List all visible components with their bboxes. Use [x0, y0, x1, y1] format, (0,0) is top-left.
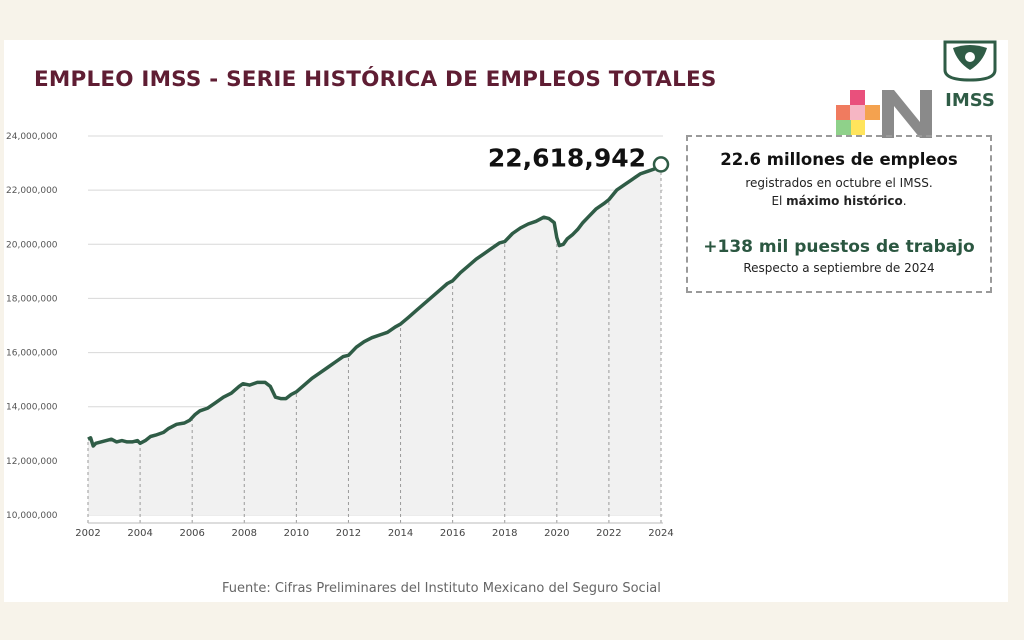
x-tick-label: 2022: [596, 528, 621, 539]
x-tick-label: 2014: [388, 528, 413, 539]
peak-marker: [652, 156, 670, 173]
x-tick-label: 2004: [127, 528, 152, 539]
x-axis-labels: 2002 2004 2006 2008 2010 2012 2014 2016 2018 2020…: [75, 528, 673, 539]
x-tick-label: 2020: [544, 528, 569, 539]
area-fill: [88, 164, 661, 515]
info-headline: 22.6 millones de empleos: [720, 150, 958, 169]
x-tick-label: 2012: [336, 528, 361, 539]
info-box: 22.6 millones de empleos registrados en …: [686, 135, 992, 293]
series-line: [87, 163, 663, 448]
y-tick-label: 24,000,000: [6, 132, 58, 142]
y-tick-label: 18,000,000: [6, 294, 58, 304]
info-line-record: El máximo histórico.: [771, 194, 907, 208]
record-emphasis: máximo histórico: [786, 194, 903, 208]
year-guide-lines: [87, 164, 663, 524]
y-tick-label: 14,000,000: [6, 403, 58, 413]
x-tick-label: 2018: [492, 528, 517, 539]
imss-logo: IMSS: [943, 40, 997, 111]
source-note: Fuente: Cifras Preliminares del Institut…: [222, 581, 661, 596]
peak-value-label: 22,618,942: [488, 143, 646, 172]
x-tick-label: 2016: [440, 528, 465, 539]
n-logo: [836, 90, 932, 138]
y-tick-label: 16,000,000: [6, 349, 58, 359]
x-tick-label: 2024: [648, 528, 673, 539]
y-tick-label: 12,000,000: [6, 457, 58, 467]
y-tick-label: 10,000,000: [6, 511, 58, 521]
page-title: EMPLEO IMSS - SERIE HISTÓRICA DE EMPLEOS…: [34, 67, 717, 92]
info-line: registrados en octubre el IMSS.: [745, 176, 933, 190]
slide: 10,000,000 12,000,000 14,000,000 16,000,000…: [4, 40, 1008, 602]
imss-logo-text: IMSS: [945, 90, 995, 111]
x-tick-label: 2006: [179, 528, 204, 539]
x-tick-label: 2002: [75, 528, 100, 539]
info-headline-monthly: +138 mil puestos de trabajo: [703, 237, 975, 257]
y-tick-label: 20,000,000: [6, 240, 58, 250]
y-tick-label: 22,000,000: [6, 186, 58, 196]
info-line-comparison: Respecto a septiembre de 2024: [743, 261, 935, 275]
x-tick-label: 2010: [284, 528, 309, 539]
employment-chart: 10,000,000 12,000,000 14,000,000 16,000,000…: [6, 132, 674, 539]
x-tick-label: 2008: [232, 528, 257, 539]
y-axis-labels: 10,000,000 12,000,000 14,000,000 16,000,000…: [6, 132, 58, 521]
